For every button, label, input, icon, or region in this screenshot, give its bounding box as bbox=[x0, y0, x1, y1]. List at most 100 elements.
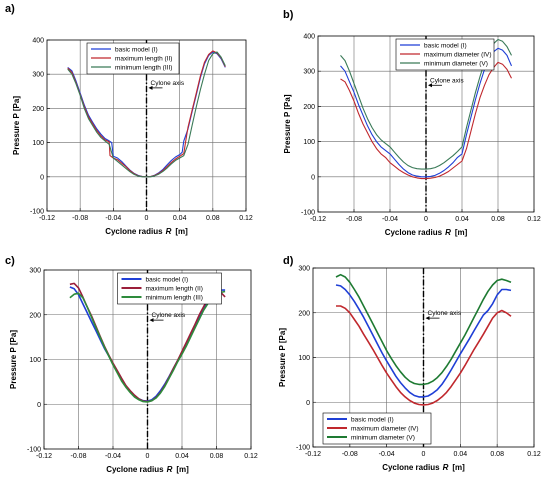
x-axis-label-text: Cyclone radius bbox=[385, 228, 443, 237]
chart-panel-d: d) -0.12 -0.08 -0.04 0 0.04 0.08 0.12 -100 0 100 20… bbox=[278, 255, 541, 472]
x-tick-label: 0.08 bbox=[491, 216, 505, 223]
x-axis-label-text: Cyclone radius bbox=[106, 465, 164, 474]
legend-entry: basic model (I) bbox=[351, 416, 394, 423]
x-axis-label-unit: [m] bbox=[176, 465, 189, 474]
y-tick-label: 200 bbox=[303, 104, 315, 111]
x-tick-label: 0.12 bbox=[527, 216, 541, 223]
legend-entry: minimum length (III) bbox=[115, 64, 172, 71]
cyclone-axis-annotation: Cylone axis bbox=[428, 310, 462, 317]
series-line-3 bbox=[67, 51, 226, 178]
series-line-3 bbox=[69, 290, 226, 403]
y-tick-label: 300 bbox=[29, 268, 41, 275]
x-tick-label: -0.04 bbox=[105, 215, 121, 222]
legend-entry: minimum length (III) bbox=[146, 294, 203, 301]
y-tick-label: -100 bbox=[27, 447, 41, 454]
x-axis-label: Cyclone radius R [m] bbox=[106, 465, 189, 474]
cyclone-axis-annotation: Cylone axis bbox=[152, 312, 186, 319]
x-axis-label-unit: [m] bbox=[175, 227, 188, 236]
legend-entry: minimum diameter (V) bbox=[351, 434, 415, 441]
y-tick-label: 200 bbox=[29, 312, 41, 319]
panel-label: a) bbox=[5, 3, 15, 15]
panel-label: c) bbox=[5, 255, 15, 267]
x-axis-label-text: Cyclone radius bbox=[105, 227, 163, 236]
x-axis-label-unit: [m] bbox=[455, 228, 468, 237]
y-tick-label: 300 bbox=[298, 266, 310, 273]
y-tick-label: 100 bbox=[298, 355, 310, 362]
x-tick-label: 0.04 bbox=[175, 453, 189, 460]
y-tick-label: 0 bbox=[311, 174, 315, 181]
y-tick-label: 100 bbox=[303, 139, 315, 146]
chart-panel-b: b) -0.12 -0.08 -0.04 0 0.04 0.08 0.12 -100 0 100 20… bbox=[283, 9, 541, 237]
x-tick-label: 0.04 bbox=[173, 215, 187, 222]
x-tick-label: 0.08 bbox=[206, 215, 220, 222]
x-axis-label: Cyclone radius R [m] bbox=[385, 228, 468, 237]
y-tick-label: 400 bbox=[32, 38, 44, 45]
x-tick-label: -0.12 bbox=[36, 453, 52, 460]
series-line-2 bbox=[336, 305, 512, 406]
y-axis-label: Pressure P [Pa] bbox=[283, 94, 292, 153]
y-tick-label: 0 bbox=[37, 402, 41, 409]
legend-entry: basic model (I) bbox=[424, 42, 467, 49]
y-tick-label: 200 bbox=[298, 310, 310, 317]
series-line-1 bbox=[340, 47, 513, 178]
annotation-arrowhead bbox=[428, 83, 432, 88]
annotation-arrowhead bbox=[425, 316, 430, 321]
x-axis-label-symbol: R bbox=[445, 228, 451, 237]
y-axis-label: Pressure P [Pa] bbox=[9, 330, 18, 389]
y-tick-label: 300 bbox=[303, 69, 315, 76]
x-tick-label: 0.12 bbox=[239, 215, 253, 222]
x-tick-label: 0 bbox=[145, 215, 149, 222]
x-tick-label: -0.12 bbox=[39, 215, 55, 222]
y-tick-label: 400 bbox=[303, 34, 315, 41]
panel-label: b) bbox=[283, 9, 294, 21]
x-tick-label: 0.04 bbox=[455, 216, 469, 223]
x-tick-label: -0.08 bbox=[71, 453, 87, 460]
x-tick-label: -0.12 bbox=[305, 451, 321, 458]
legend-entry: basic model (I) bbox=[115, 46, 158, 53]
legend-entry: maximum length (II) bbox=[146, 285, 203, 292]
x-tick-label: -0.04 bbox=[105, 453, 121, 460]
x-axis-label: Cyclone radius R [m] bbox=[382, 463, 465, 472]
x-axis-label-text: Cyclone radius bbox=[382, 463, 440, 472]
legend-entry: maximum length (II) bbox=[115, 55, 172, 62]
y-tick-label: 200 bbox=[32, 106, 44, 113]
y-tick-label: 100 bbox=[29, 357, 41, 364]
cyclone-axis-annotation: Cylone axis bbox=[151, 80, 185, 87]
y-tick-label: 0 bbox=[40, 174, 44, 181]
series-line-3 bbox=[335, 273, 512, 386]
x-tick-label: -0.08 bbox=[342, 451, 358, 458]
legend-entry: minimum diameter (V) bbox=[424, 60, 488, 67]
x-tick-label: -0.04 bbox=[379, 451, 395, 458]
y-tick-label: 100 bbox=[32, 140, 44, 147]
legend-entry: maximum diameter (IV) bbox=[351, 425, 419, 432]
cyclone-axis-annotation: Cylone axis bbox=[430, 77, 464, 84]
chart-panel-a: a) -0.12 -0.08 -0.04 0 0.04 0.08 0.12 -100 0 100 20… bbox=[5, 3, 253, 236]
legend: basic model (I) maximum diameter (IV) mini… bbox=[395, 38, 495, 71]
x-tick-label: -0.12 bbox=[310, 216, 326, 223]
x-axis-label: Cyclone radius R [m] bbox=[105, 227, 188, 236]
y-axis-label: Pressure P [Pa] bbox=[278, 328, 287, 387]
legend-entry: basic model (I) bbox=[146, 276, 189, 283]
y-tick-label: -100 bbox=[296, 445, 310, 452]
x-tick-label: 0.12 bbox=[527, 451, 541, 458]
x-axis-label-symbol: R bbox=[167, 465, 173, 474]
x-tick-label: -0.08 bbox=[346, 216, 362, 223]
x-tick-label: 0 bbox=[422, 451, 426, 458]
x-tick-label: 0.04 bbox=[454, 451, 468, 458]
legend: basic model (I) maximum length (II) minimu… bbox=[117, 272, 222, 305]
y-tick-label: 300 bbox=[32, 72, 44, 79]
series-line-2 bbox=[340, 61, 512, 180]
legend: basic model (I) maximum length (II) minimu… bbox=[86, 42, 180, 75]
x-tick-label: 0 bbox=[146, 453, 150, 460]
x-axis-label-unit: [m] bbox=[452, 463, 465, 472]
x-tick-label: -0.04 bbox=[382, 216, 398, 223]
annotation-arrowhead bbox=[149, 318, 154, 323]
series-line-1 bbox=[335, 284, 512, 398]
y-tick-label: 0 bbox=[306, 400, 310, 407]
y-axis-label: Pressure P [Pa] bbox=[12, 96, 21, 155]
legend: basic model (I) maximum diameter (IV) mini… bbox=[322, 412, 432, 445]
x-axis-label-symbol: R bbox=[443, 463, 449, 472]
chart-panel-c: c) -0.12 -0.08 -0.04 0 0.04 0.08 0.12 -100 0 100 20… bbox=[5, 255, 258, 474]
x-tick-label: 0 bbox=[424, 216, 428, 223]
